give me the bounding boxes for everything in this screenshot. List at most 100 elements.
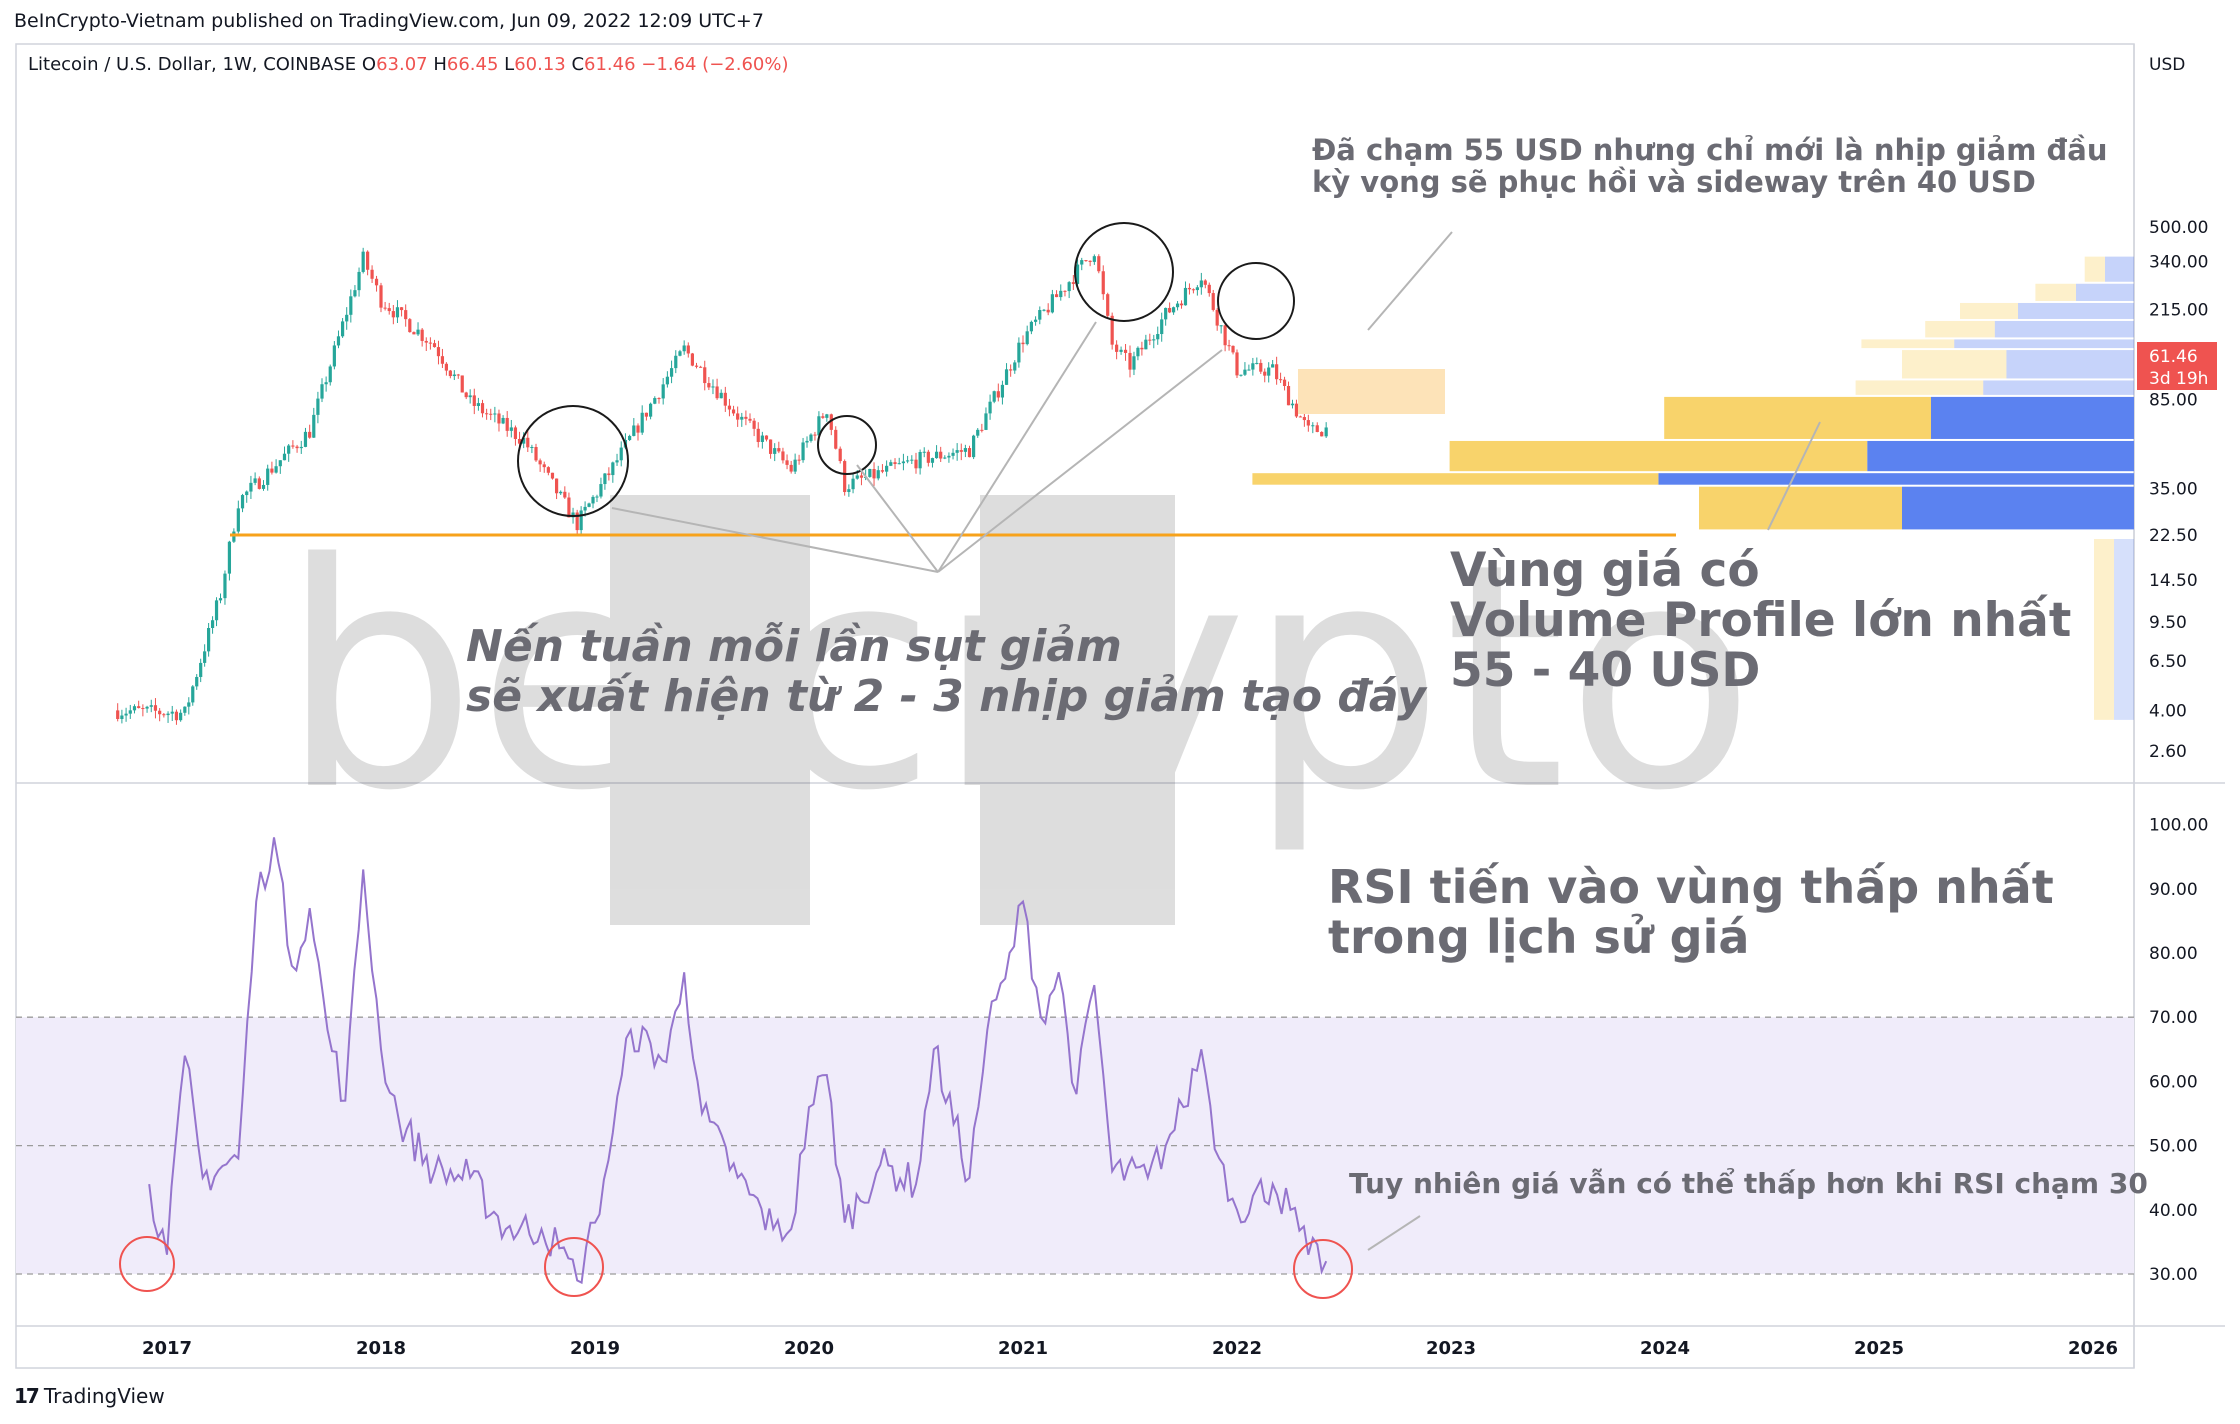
- rsi-circle-2017: [119, 1236, 175, 1292]
- rsi-tick: 90.00: [2149, 880, 2198, 900]
- candle-body: [324, 382, 328, 385]
- candle-body: [1059, 290, 1063, 298]
- candle-body: [1247, 369, 1251, 371]
- candle-body: [1013, 362, 1017, 371]
- vp-up-bar: [1664, 396, 1931, 439]
- candle-body: [353, 290, 357, 297]
- vp-down-bar: [1658, 473, 2134, 485]
- candle-body: [939, 451, 943, 459]
- candle-body: [1275, 364, 1279, 380]
- candle-body: [1231, 345, 1235, 353]
- candle-body: [777, 448, 781, 452]
- candle-body: [764, 435, 769, 440]
- candle-body: [420, 329, 424, 341]
- open-label: O: [361, 54, 377, 75]
- vp-up-bar: [2035, 283, 2076, 301]
- note-rsi-low: RSI tiến vào vùng thấp nhất trong lịch s…: [1328, 860, 2054, 964]
- candle-body: [715, 386, 719, 399]
- vp-down-bar: [1954, 339, 2134, 349]
- candle-body: [132, 706, 137, 711]
- arrow-4: [937, 349, 1223, 573]
- candle-body: [760, 435, 764, 442]
- candle-body: [653, 398, 657, 404]
- candle-body: [489, 413, 493, 415]
- candle-body: [223, 573, 227, 599]
- target-zone: [1298, 369, 1445, 414]
- candle-body: [424, 340, 428, 343]
- candle-body: [579, 510, 583, 531]
- candle-body: [464, 392, 468, 398]
- watermark-text-left: be crypto: [280, 498, 1755, 859]
- candle-body: [789, 464, 793, 472]
- candle-body: [686, 345, 690, 354]
- candle-body: [517, 438, 522, 444]
- vp-up-bar: [1699, 486, 1902, 530]
- candle-body: [665, 376, 669, 385]
- candle-body: [682, 345, 686, 352]
- candle-body: [1092, 256, 1096, 262]
- top-circle-2021: [1074, 222, 1174, 322]
- candle-body: [162, 714, 166, 716]
- price-tick: 9.50: [2149, 613, 2187, 633]
- candle-body: [1195, 287, 1199, 291]
- candle-body: [1067, 282, 1071, 292]
- candle-body: [1009, 369, 1013, 371]
- candle-body: [1255, 362, 1259, 364]
- candle-body: [336, 336, 341, 346]
- rsi-tick: 100.00: [2149, 816, 2208, 836]
- candle-body: [748, 418, 752, 421]
- candle-body: [1160, 319, 1164, 335]
- candle-body: [591, 496, 595, 504]
- candle-body: [1302, 417, 1306, 421]
- low-label: L: [504, 54, 515, 75]
- rsi-tick: 30.00: [2149, 1265, 2198, 1285]
- candle-body: [124, 713, 128, 716]
- arrow-5: [1367, 231, 1453, 331]
- watermark-bracket-right: [980, 495, 1175, 925]
- candle-body: [207, 628, 211, 652]
- candle-body: [257, 478, 261, 489]
- candle-body: [876, 470, 880, 479]
- candle-body: [1320, 431, 1324, 437]
- candle-body: [1219, 325, 1223, 327]
- candle-body: [1294, 403, 1299, 417]
- high-label: H: [433, 54, 447, 75]
- vp-down-bar: [2076, 283, 2134, 301]
- candle-body: [868, 469, 872, 477]
- candle-body: [571, 512, 575, 518]
- candle-body: [1038, 310, 1042, 320]
- change-value: −1.64 (−2.60%): [641, 54, 789, 75]
- symbol-name[interactable]: Litecoin / U.S. Dollar, 1W, COINBASE: [28, 54, 357, 75]
- watermark-bracket-left: [610, 495, 810, 925]
- candle-body: [141, 708, 145, 710]
- candle-body: [838, 448, 842, 462]
- candle-body: [476, 403, 480, 406]
- rsi-tick: 80.00: [2149, 944, 2198, 964]
- candle-body: [416, 329, 420, 335]
- tradingview-brand[interactable]: 17 TradingView: [14, 1384, 165, 1408]
- volume-profile: [1252, 256, 2134, 720]
- candle-body: [282, 453, 287, 461]
- candle-body: [719, 392, 723, 399]
- candle-body: [1235, 352, 1239, 376]
- candle-body: [619, 447, 623, 461]
- candle-body: [526, 437, 530, 448]
- candle-body: [379, 285, 383, 308]
- vp-low-up: [2094, 539, 2114, 720]
- candle-body: [603, 473, 607, 485]
- candle-body: [599, 484, 603, 497]
- watermark: be crypto: [280, 495, 1755, 925]
- arrow-6: [1767, 421, 1821, 531]
- candle-body: [328, 366, 332, 383]
- candle-body: [1164, 307, 1168, 320]
- candle-body: [699, 366, 703, 368]
- candle-body: [678, 351, 682, 356]
- candle-body: [391, 311, 395, 318]
- candle-body: [1054, 294, 1059, 298]
- candle-body: [1298, 416, 1303, 418]
- candle-body: [509, 427, 513, 431]
- candle-body: [1168, 307, 1172, 313]
- candle-body: [116, 710, 120, 719]
- candle-body: [357, 271, 361, 291]
- candle-body: [1046, 309, 1050, 313]
